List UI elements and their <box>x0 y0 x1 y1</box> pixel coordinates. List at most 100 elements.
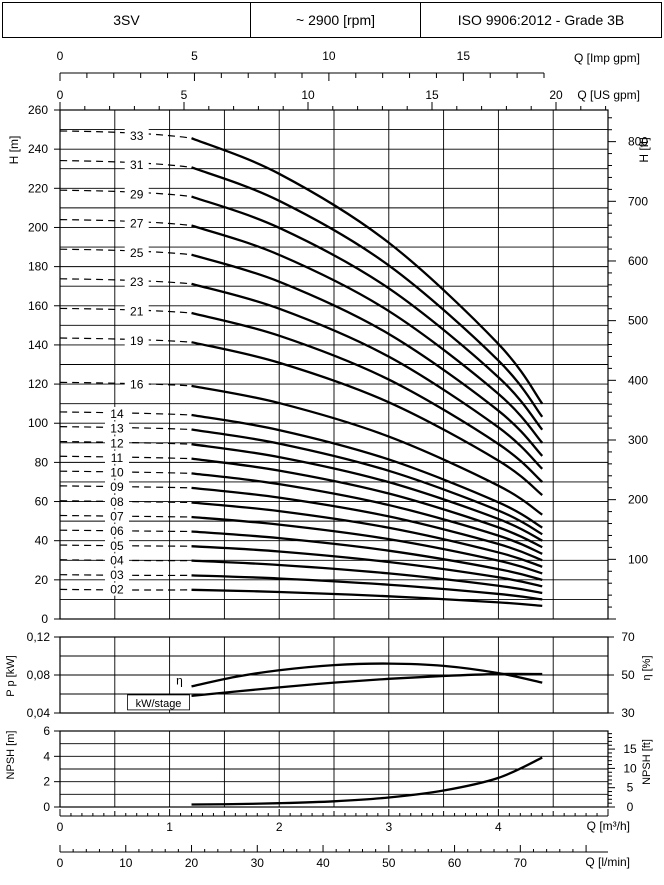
h-ft-tick-label: 600 <box>628 254 648 268</box>
head-curve-05 <box>191 545 543 588</box>
stage-label-bg <box>124 245 149 259</box>
npsh-tick-label: 6 <box>43 724 50 738</box>
head-curve-02 <box>191 588 543 608</box>
stage-label-23: 23 <box>130 275 144 289</box>
stage-label-bg <box>104 582 129 596</box>
stage-label-07: 07 <box>110 509 124 523</box>
stage-label-bg <box>104 421 129 435</box>
eta-tick-label: 30 <box>621 706 635 720</box>
head-curve-09 <box>191 486 543 562</box>
stage-label-25: 25 <box>130 246 144 260</box>
pp-tick-label: 0,04 <box>27 706 51 720</box>
stage-label-bg <box>124 377 149 391</box>
stage-label-27: 27 <box>130 217 144 231</box>
head-curve-29 <box>191 195 544 431</box>
h-tick-label: 240 <box>28 142 48 156</box>
stage-label-31: 31 <box>130 158 144 172</box>
stage-label-06: 06 <box>110 524 124 538</box>
eta-tick-label: 70 <box>621 630 635 644</box>
npsh-ft-tick-label: 15 <box>623 742 637 756</box>
standard-label: ISO 9906:2012 - Grade 3B <box>457 12 625 28</box>
head-curve-07 <box>191 515 543 575</box>
shutoff-dash-12 <box>59 440 192 445</box>
h-ft-tick-label: 300 <box>628 433 648 447</box>
stage-label-14: 14 <box>110 407 124 421</box>
h-m-label: H [m] <box>7 136 21 165</box>
lmin-tick-label: 30 <box>251 856 265 870</box>
m3h-tick-label: 2 <box>276 820 283 834</box>
h-tick-label: 20 <box>35 573 49 587</box>
m3h-tick-label: 4 <box>495 820 502 834</box>
q-us-gpm-label: Q [US gpm] <box>577 88 640 102</box>
npsh-ft-label: NPSH [ft] <box>641 739 653 785</box>
h-ft-tick-label: 200 <box>628 493 648 507</box>
h-ft-tick-label: 100 <box>628 552 648 566</box>
head-curve-21 <box>191 311 544 483</box>
model-label: 3SV <box>3 3 251 37</box>
head-curve-33 <box>191 137 544 405</box>
npsh-curve <box>191 756 543 806</box>
head-curve-23 <box>191 282 544 470</box>
stage-label-bg <box>124 187 149 201</box>
pp-kw-label: P p [kW] <box>5 655 17 696</box>
us-tick-label: 20 <box>549 88 563 102</box>
eta-tick-label: 50 <box>621 668 635 682</box>
stage-label-10: 10 <box>110 466 124 480</box>
m3h-tick-label: 0 <box>57 820 64 834</box>
stage-label-bg <box>104 568 129 582</box>
us-tick-label: 10 <box>301 88 315 102</box>
stage-label-bg <box>124 275 149 289</box>
h-tick-label: 200 <box>28 220 48 234</box>
m3h-tick-label: 3 <box>385 820 392 834</box>
stage-label-bg <box>104 494 129 508</box>
h-tick-label: 260 <box>28 103 48 117</box>
kw-stage-series-label: kW/stage <box>136 698 182 710</box>
stage-label-08: 08 <box>110 495 124 509</box>
shutoff-dash-14 <box>59 411 192 416</box>
npsh-m-label: NPSH [m] <box>5 731 17 780</box>
lmin-tick-label: 60 <box>448 856 462 870</box>
stage-label-bg <box>104 538 129 552</box>
stage-label-bg <box>124 216 149 230</box>
npsh-tick-label: 4 <box>43 749 50 763</box>
q-imp-gpm-label: Q [Imp gpm] <box>574 51 640 65</box>
npsh-ft-tick-label: 10 <box>623 761 637 775</box>
shutoff-dash-09 <box>59 485 192 489</box>
m3h-tick-label: 1 <box>166 820 173 834</box>
stage-label-03: 03 <box>110 568 124 582</box>
pp-tick-label: 0,08 <box>27 668 51 682</box>
lmin-tick-label: 40 <box>316 856 330 870</box>
head-curve-04 <box>191 559 543 595</box>
power-efficiency-panel: 0,04 0,08 0,12 30 50 70 P p [kW] η [%] η kW/st… <box>5 630 653 720</box>
h-ft-tick-label: 500 <box>628 314 648 328</box>
stage-label-bg <box>104 480 129 494</box>
efficiency-curve <box>191 662 543 688</box>
stage-label-bg <box>104 465 129 479</box>
stage-label-bg <box>124 333 149 347</box>
head-curve-03 <box>191 574 543 601</box>
pp-tick-label: 0,12 <box>27 630 51 644</box>
stage-label-09: 09 <box>110 480 124 494</box>
h-ft-tick-label: 800 <box>628 135 648 149</box>
h-tick-label: 120 <box>28 377 48 391</box>
q-us-gpm-axis: 0 5 10 15 20 Q [US gpm] <box>57 88 640 111</box>
head-curve-27 <box>191 224 544 444</box>
head-curve-06 <box>191 530 543 581</box>
q-lmin-axis: 0 10 20 30 40 50 60 70 Q [l/min] <box>57 845 630 870</box>
shutoff-dash-11 <box>59 455 192 460</box>
stage-label-19: 19 <box>130 334 144 348</box>
stage-label-bg <box>104 406 129 420</box>
stage-label-bg <box>124 158 149 172</box>
h-tick-label: 140 <box>28 338 48 352</box>
h-tick-label: 220 <box>28 181 48 195</box>
stage-label-bg <box>104 509 129 523</box>
q-lmin-label: Q [l/min] <box>585 855 630 869</box>
lmin-tick-label: 20 <box>185 856 199 870</box>
us-tick-label: 0 <box>57 88 64 102</box>
head-curve-11 <box>191 457 543 549</box>
stage-label-02: 02 <box>110 583 124 597</box>
npsh-ft-tick-label: 0 <box>627 800 634 814</box>
stage-label-13: 13 <box>110 422 124 436</box>
power-curve <box>191 672 543 698</box>
head-curve-13 <box>191 428 543 536</box>
